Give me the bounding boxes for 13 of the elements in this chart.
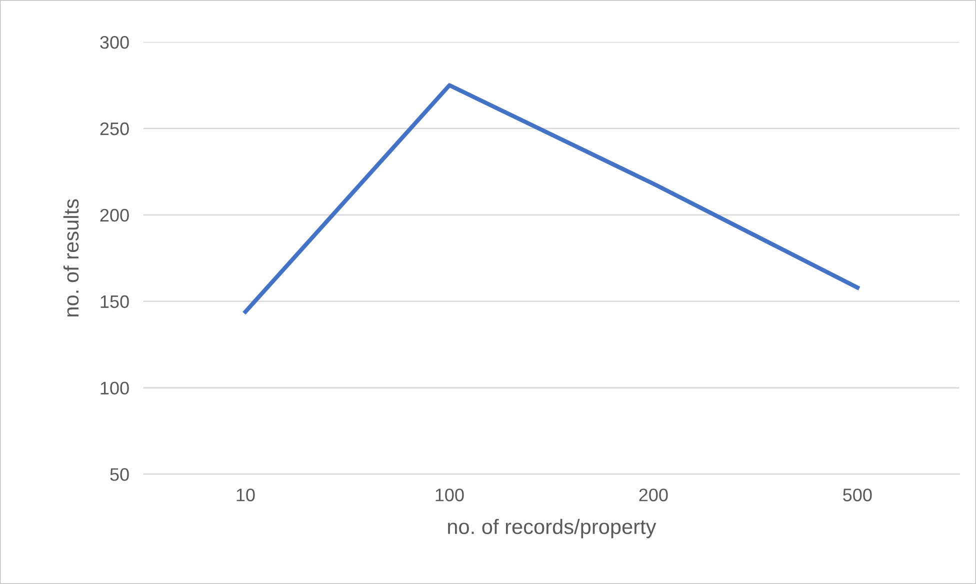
y-tick-label: 50	[110, 468, 129, 481]
x-tick-label: 200	[639, 488, 668, 502]
y-tick-label: 200	[100, 208, 129, 222]
x-tick-label: 100	[436, 488, 464, 502]
y-tick-label: 250	[100, 122, 129, 136]
x-tick-label: 10	[236, 488, 255, 502]
x-tick-label: 500	[843, 488, 872, 502]
y-axis-title: no. of results	[63, 199, 79, 316]
x-axis-title: no. of records/property	[448, 518, 656, 538]
y-tick-label: 300	[100, 36, 129, 49]
y-tick-label: 150	[100, 295, 129, 308]
y-tick-label: 100	[100, 382, 129, 394]
line-series	[243, 83, 860, 314]
